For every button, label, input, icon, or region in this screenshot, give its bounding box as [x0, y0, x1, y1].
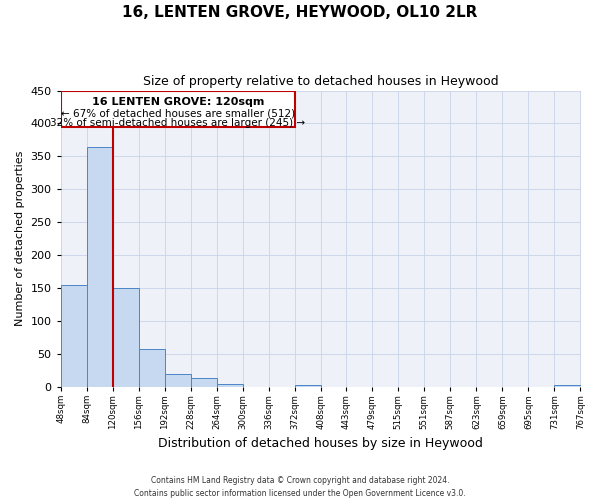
Text: Contains HM Land Registry data © Crown copyright and database right 2024.
Contai: Contains HM Land Registry data © Crown c… [134, 476, 466, 498]
Bar [87, 146, 113, 387]
Y-axis label: Number of detached properties: Number of detached properties [15, 151, 25, 326]
Bar [554, 385, 581, 387]
Text: 32% of semi-detached houses are larger (245) →: 32% of semi-detached houses are larger (… [50, 118, 305, 128]
Bar [61, 90, 295, 127]
Bar [165, 374, 191, 387]
Text: 16 LENTEN GROVE: 120sqm: 16 LENTEN GROVE: 120sqm [92, 97, 264, 107]
Title: Size of property relative to detached houses in Heywood: Size of property relative to detached ho… [143, 75, 499, 88]
Text: ← 67% of detached houses are smaller (512): ← 67% of detached houses are smaller (51… [61, 108, 295, 118]
Text: 16, LENTEN GROVE, HEYWOOD, OL10 2LR: 16, LENTEN GROVE, HEYWOOD, OL10 2LR [122, 5, 478, 20]
Bar [139, 348, 165, 387]
X-axis label: Distribution of detached houses by size in Heywood: Distribution of detached houses by size … [158, 437, 483, 450]
Bar [61, 285, 87, 387]
Bar [113, 288, 139, 387]
Bar [295, 385, 321, 387]
Bar [217, 384, 243, 387]
Bar [191, 378, 217, 387]
